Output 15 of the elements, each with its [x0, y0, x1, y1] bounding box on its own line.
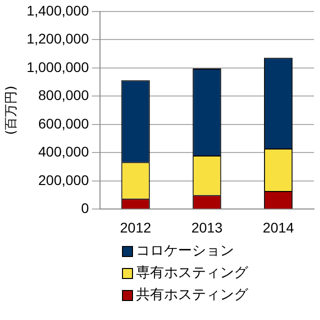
legend-label: 専有ホスティング	[136, 264, 248, 283]
x-tick-label: 2014	[262, 219, 294, 236]
y-axis-title: (百万円)	[4, 86, 20, 135]
y-tick-label: 1,000,000	[26, 58, 90, 75]
legend-label: コロケーション	[136, 242, 234, 261]
y-tick-label: 800,000	[38, 87, 90, 104]
y-tick-label: 0	[81, 200, 90, 216]
y-tick-label: 1,200,000	[26, 30, 90, 47]
y-tick-label: 400,000	[38, 144, 90, 160]
x-tick-label: 2012	[120, 219, 152, 236]
x-tick-label: 2013	[191, 219, 223, 236]
y-tick-label: 600,000	[38, 115, 90, 132]
y-tick-label: 200,000	[38, 172, 90, 188]
legend-label: 共有ホスティング	[136, 286, 248, 305]
y-tick-label: 1,400,000	[26, 2, 90, 18]
